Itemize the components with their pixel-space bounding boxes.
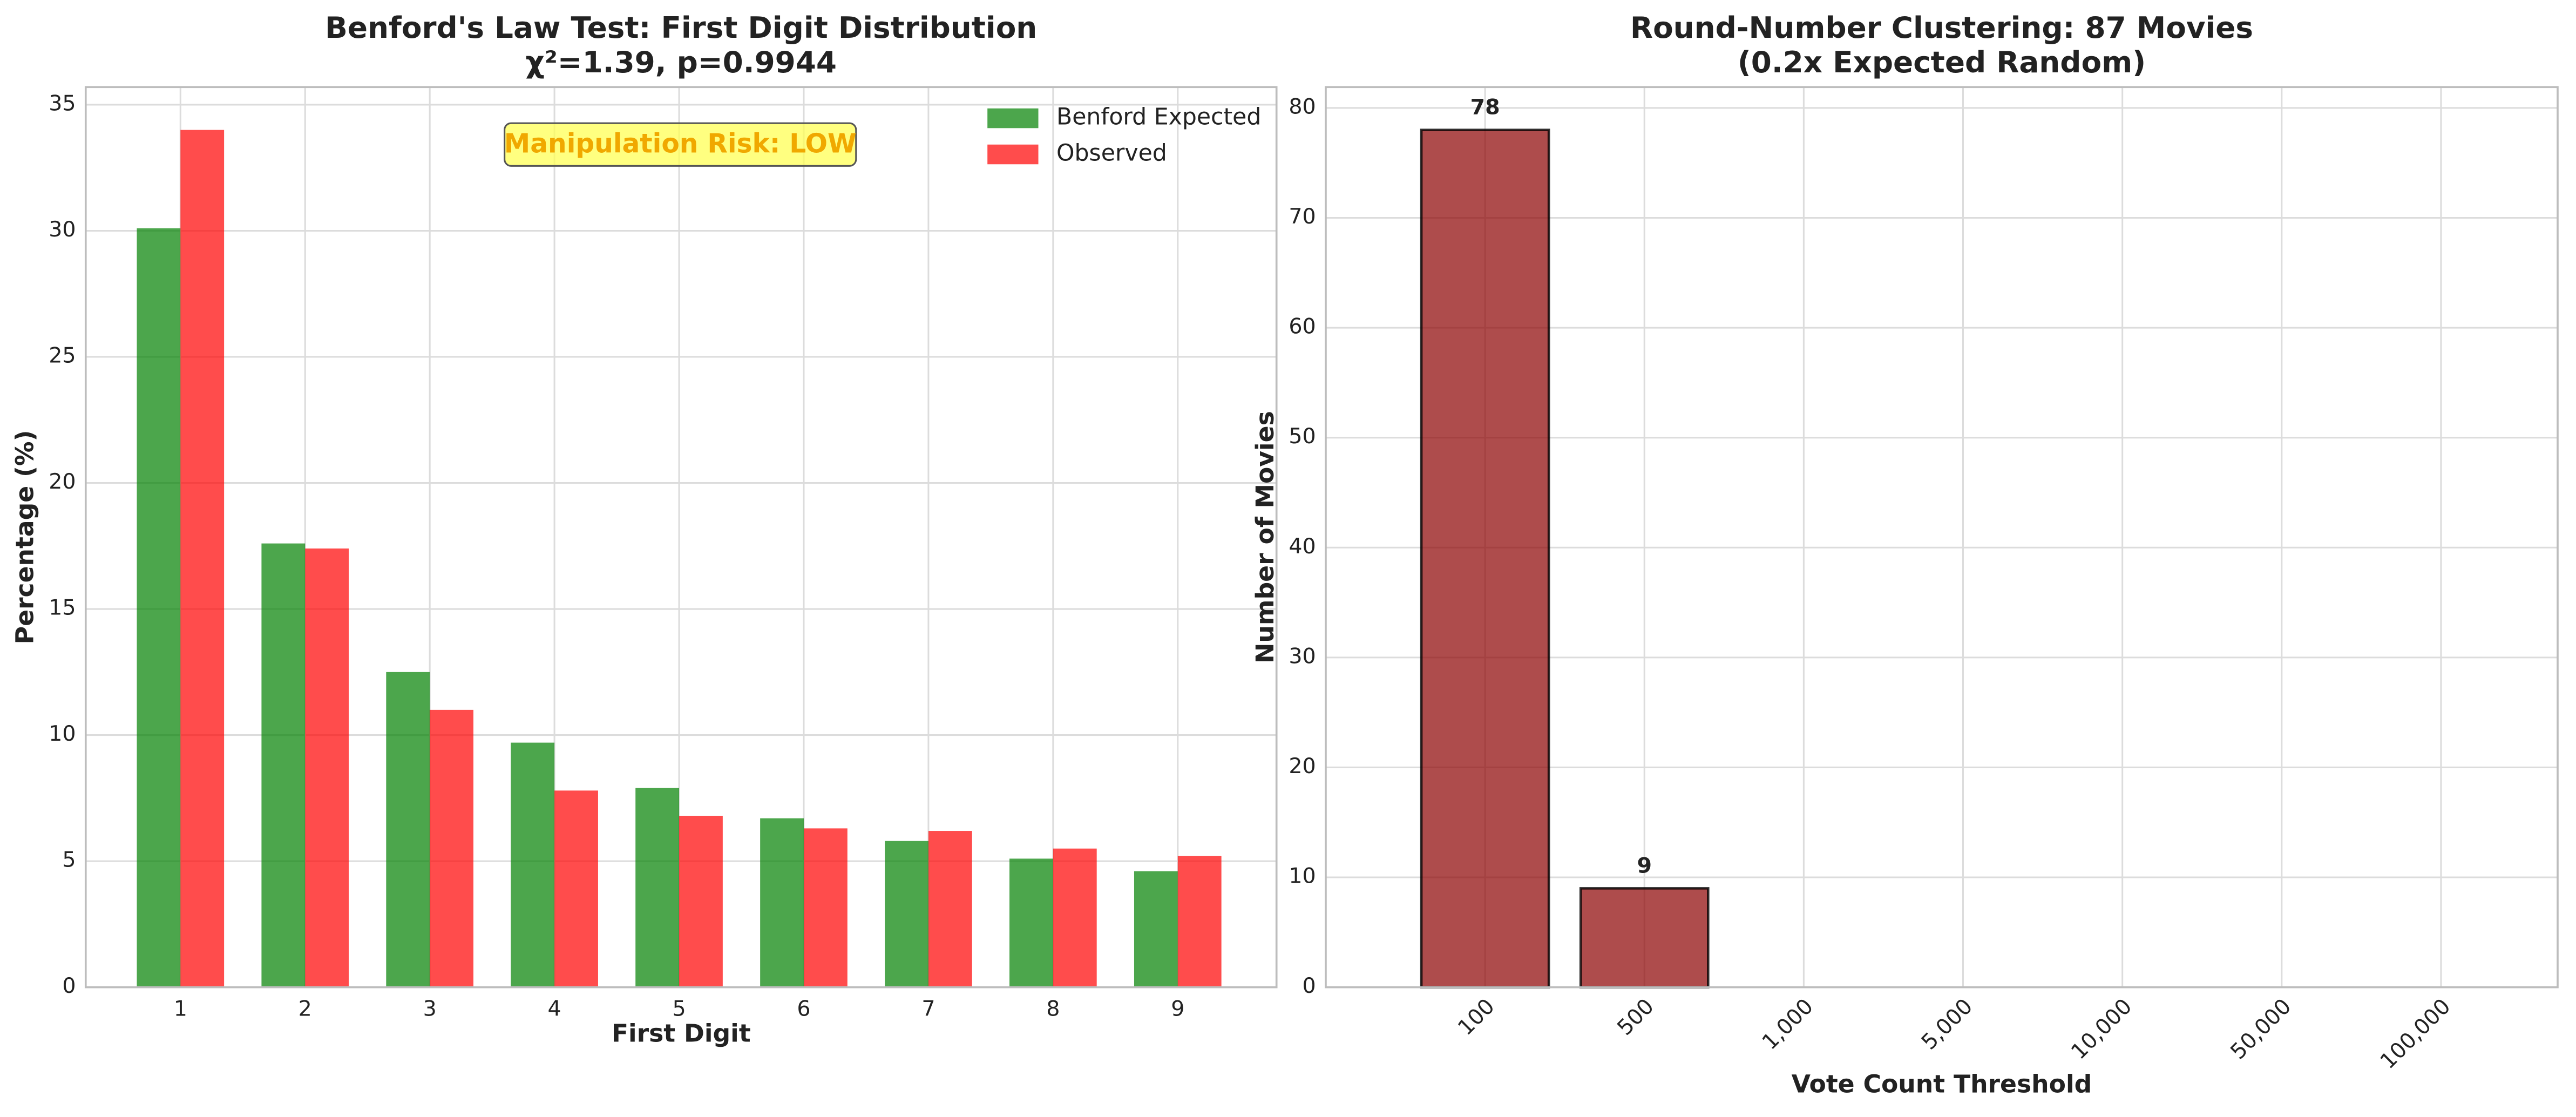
- bar: [635, 788, 680, 987]
- bar: [1134, 871, 1178, 987]
- y-axis-label: Percentage (%): [11, 430, 39, 645]
- bar: [261, 543, 306, 987]
- bar: [1009, 858, 1053, 987]
- y-tick-label: 50: [1289, 424, 1316, 449]
- x-tick-label: 4: [548, 997, 561, 1021]
- y-tick-label: 30: [1289, 644, 1316, 668]
- bar: [180, 130, 225, 987]
- y-tick-label: 15: [49, 595, 76, 620]
- bar: [511, 742, 555, 987]
- bar: [386, 672, 430, 987]
- y-tick-label: 60: [1289, 314, 1316, 339]
- value-label: 9: [1637, 853, 1652, 878]
- y-tick-label: 25: [49, 343, 76, 368]
- y-tick-label: 20: [1289, 754, 1316, 778]
- x-tick-label: 5: [672, 997, 686, 1021]
- legend-swatch: [987, 108, 1039, 128]
- plot-frame: [1325, 86, 2559, 989]
- chart-subtitle: (0.2x Expected Random): [1738, 45, 2146, 79]
- y-tick-label: 30: [49, 217, 76, 242]
- bar: [803, 828, 848, 987]
- bar: [760, 818, 804, 987]
- annotation-box: [504, 122, 857, 167]
- x-tick-label: 9: [1171, 997, 1184, 1021]
- annotation: Manipulation Risk: LOW: [504, 128, 857, 159]
- y-tick-label: 0: [62, 973, 76, 998]
- legend-label: Benford Expected: [1056, 104, 1261, 131]
- chart-subtitle: χ²=1.39, p=0.9944: [526, 45, 837, 79]
- bar: [679, 816, 723, 987]
- chart-title: Round-Number Clustering: 87 Movies: [1630, 10, 2253, 45]
- y-tick-label: 5: [62, 848, 76, 872]
- x-tick-label: 6: [797, 997, 810, 1021]
- y-tick-label: 70: [1289, 204, 1316, 229]
- legend-swatch: [987, 144, 1039, 165]
- bar: [305, 548, 349, 987]
- x-tick-label: 2: [299, 997, 312, 1021]
- y-tick-label: 0: [1303, 973, 1316, 998]
- y-tick-label: 20: [49, 469, 76, 494]
- y-tick-label: 80: [1289, 94, 1316, 119]
- bar: [928, 831, 972, 987]
- x-axis-label: Vote Count Threshold: [1792, 1070, 2092, 1099]
- bar: [554, 790, 598, 987]
- y-tick-label: 10: [1289, 864, 1316, 889]
- x-tick-label: 8: [1046, 997, 1060, 1021]
- value-label: 78: [1470, 95, 1500, 120]
- bar: [885, 841, 928, 987]
- chart-title: Benford's Law Test: First Digit Distribu…: [325, 10, 1037, 45]
- y-tick-label: 35: [49, 91, 76, 116]
- x-tick-label: 3: [423, 997, 437, 1021]
- bar: [1420, 128, 1550, 989]
- y-tick-label: 10: [49, 721, 76, 746]
- x-axis-label: First Digit: [612, 1019, 751, 1047]
- bar: [137, 228, 181, 987]
- bar: [1053, 848, 1097, 987]
- bar: [430, 709, 473, 987]
- y-tick-label: 40: [1289, 534, 1316, 559]
- legend-label: Observed: [1056, 140, 1167, 167]
- bar: [1177, 856, 1222, 987]
- x-tick-label: 7: [921, 997, 935, 1021]
- y-axis-label: Number of Movies: [1251, 411, 1279, 664]
- x-tick-label: 1: [174, 997, 187, 1021]
- plot-frame: [84, 86, 1278, 989]
- bar: [1579, 887, 1710, 989]
